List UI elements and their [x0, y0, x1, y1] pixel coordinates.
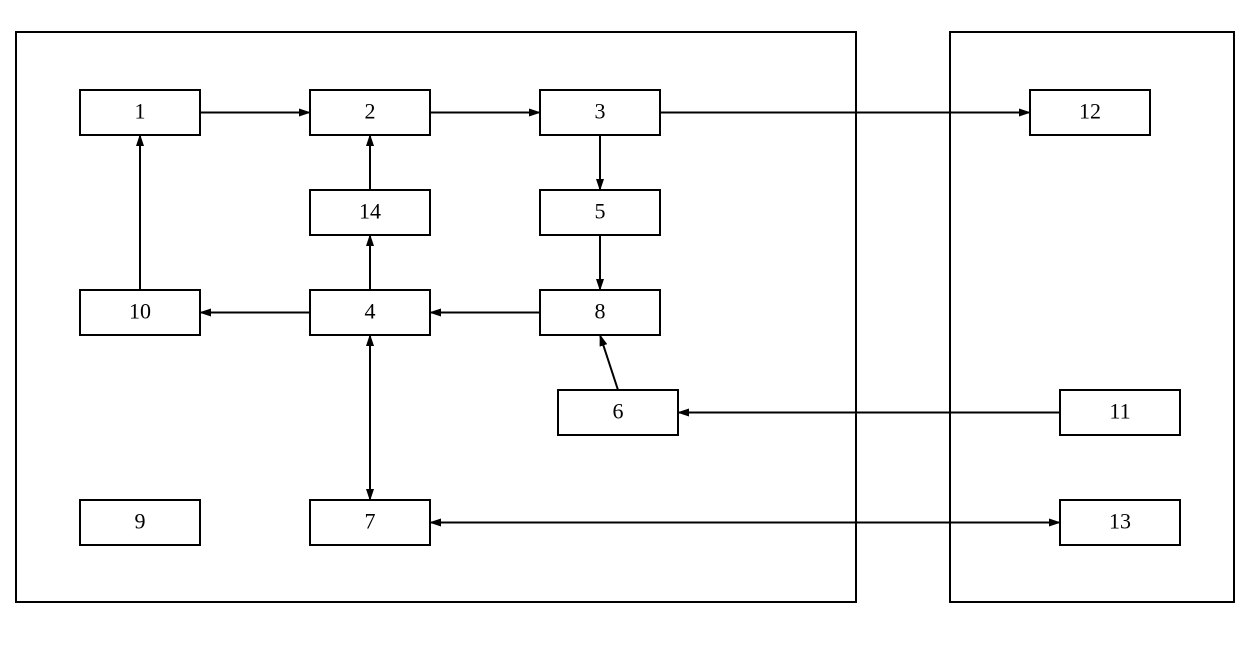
node-n6-label: 6 [613, 399, 624, 424]
node-n8: 8 [540, 290, 660, 335]
node-n8-label: 8 [595, 299, 606, 324]
node-n9-label: 9 [135, 509, 146, 534]
node-n14: 14 [310, 190, 430, 235]
node-n11: 11 [1060, 390, 1180, 435]
node-n13-label: 13 [1109, 509, 1131, 534]
node-n1-label: 1 [135, 99, 146, 124]
node-n2: 2 [310, 90, 430, 135]
node-n5: 5 [540, 190, 660, 235]
node-n10-label: 10 [129, 299, 151, 324]
node-n3-label: 3 [595, 99, 606, 124]
node-n12-label: 12 [1079, 99, 1101, 124]
node-n4-label: 4 [365, 299, 376, 324]
edge-n6-n8 [600, 335, 618, 390]
diagram-canvas: 1231451048697121113 [0, 0, 1240, 647]
node-n9: 9 [80, 500, 200, 545]
node-n11-label: 11 [1109, 399, 1130, 424]
node-n5-label: 5 [595, 199, 606, 224]
nodes-layer: 1231451048697121113 [80, 90, 1180, 545]
node-n1: 1 [80, 90, 200, 135]
node-n10: 10 [80, 290, 200, 335]
node-n4: 4 [310, 290, 430, 335]
node-n2-label: 2 [365, 99, 376, 124]
node-n3: 3 [540, 90, 660, 135]
node-n7: 7 [310, 500, 430, 545]
node-n14-label: 14 [359, 199, 381, 224]
node-n12: 12 [1030, 90, 1150, 135]
node-n13: 13 [1060, 500, 1180, 545]
node-n7-label: 7 [365, 509, 376, 534]
node-n6: 6 [558, 390, 678, 435]
